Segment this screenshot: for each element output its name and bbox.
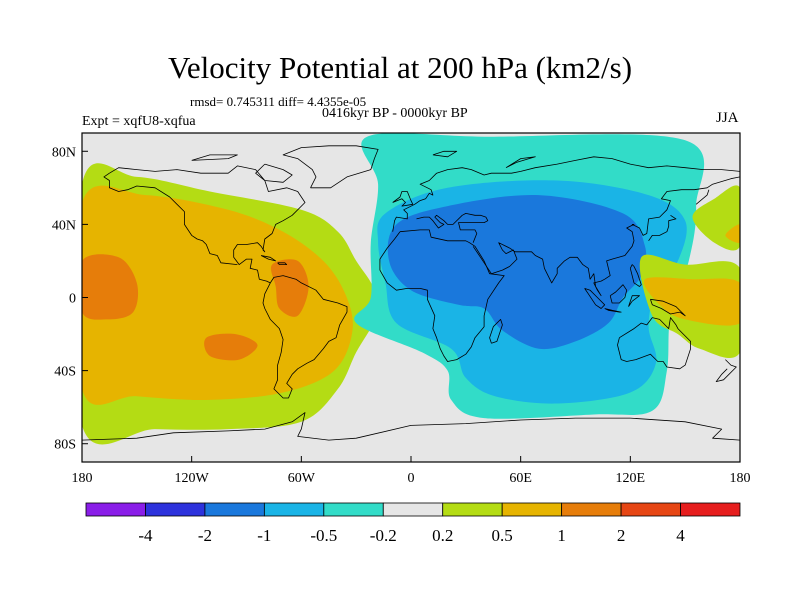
coastline-2 [282, 145, 379, 189]
colorbar-label: 2 [617, 526, 626, 545]
coastline-22 [255, 163, 293, 183]
contour-fields [82, 133, 740, 445]
colorbar-box-0 [85, 502, 146, 517]
experiment-label: Expt = xqfU8-xqfua [82, 114, 196, 129]
contour-region-11 [725, 224, 740, 244]
y-tick-label: 40N [52, 218, 76, 233]
colorbar-label: -0.5 [310, 526, 337, 545]
coastline-7 [695, 189, 710, 205]
colorbar-box-9 [620, 502, 681, 517]
x-tick-label: 120E [616, 471, 646, 486]
colorbar-label: -1 [257, 526, 271, 545]
chart-title: Velocity Potential at 200 hPa (km2/s) [167, 50, 633, 85]
colorbar-box-4 [323, 502, 384, 517]
coastline-11 [584, 288, 606, 309]
contour-region-7 [387, 194, 647, 350]
colorbar-box-3 [263, 502, 325, 517]
coastline-23 [191, 154, 238, 161]
colorbar-box-2 [204, 502, 265, 517]
contour-region-9 [643, 277, 740, 326]
y-tick-label: 40S [54, 365, 76, 380]
colorbar-box-10 [680, 502, 741, 517]
coastline-12 [604, 308, 622, 313]
coastline-5 [416, 213, 489, 243]
axis-ticks: 180 120W 60W 0 60E 120E 180 80N 40N 0 40S 80S [52, 145, 751, 486]
coastline-8 [648, 214, 677, 242]
coastline-15 [629, 264, 642, 287]
contour-region-4 [204, 333, 258, 361]
colorbar: -4 -2 -1 -0.5 -0.2 0.2 0.5 1 2 4 [85, 502, 741, 545]
coastline-1 [103, 172, 238, 265]
x-tick-label: 120W [175, 471, 210, 486]
coastline-0 [109, 165, 348, 399]
contour-region-1 [82, 185, 353, 405]
coastline-14 [628, 295, 640, 307]
coastline-24 [432, 150, 458, 158]
colorbar-label: -4 [138, 526, 153, 545]
colorbar-box-1 [145, 502, 206, 517]
coastline-4 [379, 229, 505, 362]
x-tick-label: 60W [288, 471, 316, 486]
colorbar-label: -0.2 [370, 526, 397, 545]
contour-region-3 [270, 259, 309, 317]
season-label: JJA [716, 110, 739, 126]
coastline-13 [609, 284, 628, 304]
colorbar-label: -2 [198, 526, 212, 545]
x-tick-label: 60E [509, 471, 532, 486]
colorbar-box-5 [382, 502, 444, 517]
contour-region-2 [82, 254, 139, 320]
coastline-9 [392, 191, 414, 207]
coastline-3 [392, 156, 740, 232]
coastline-19 [82, 412, 740, 441]
stats-text: rmsd= 0.745311 diff= 4.4355e-05 [190, 94, 367, 109]
coastline-18 [715, 359, 737, 382]
coastlines [82, 145, 740, 441]
y-tick-label: 0 [69, 292, 76, 307]
x-tick-label: 0 [408, 471, 415, 486]
colorbar-box-6 [442, 502, 503, 517]
colorbar-label: 0.5 [492, 526, 513, 545]
coastline-17 [489, 319, 503, 344]
colorbar-label: 0.2 [432, 526, 453, 545]
x-tick-label: 180 [72, 471, 93, 486]
period-text: 0416kyr BP - 0000kyr BP [322, 106, 468, 121]
coastline-6 [472, 176, 740, 297]
coastline-10 [617, 317, 691, 370]
coastline-20 [260, 255, 277, 262]
coastline-16 [650, 298, 686, 317]
y-tick-label: 80N [52, 145, 76, 160]
colorbar-label: 4 [676, 526, 685, 545]
coastline-21 [277, 262, 288, 265]
colorbar-label: 1 [557, 526, 566, 545]
colorbar-box-7 [501, 502, 563, 517]
colorbar-box-8 [561, 502, 622, 517]
x-tick-label: 180 [730, 471, 751, 486]
coastline-25 [505, 156, 536, 169]
y-tick-label: 80S [54, 438, 76, 453]
